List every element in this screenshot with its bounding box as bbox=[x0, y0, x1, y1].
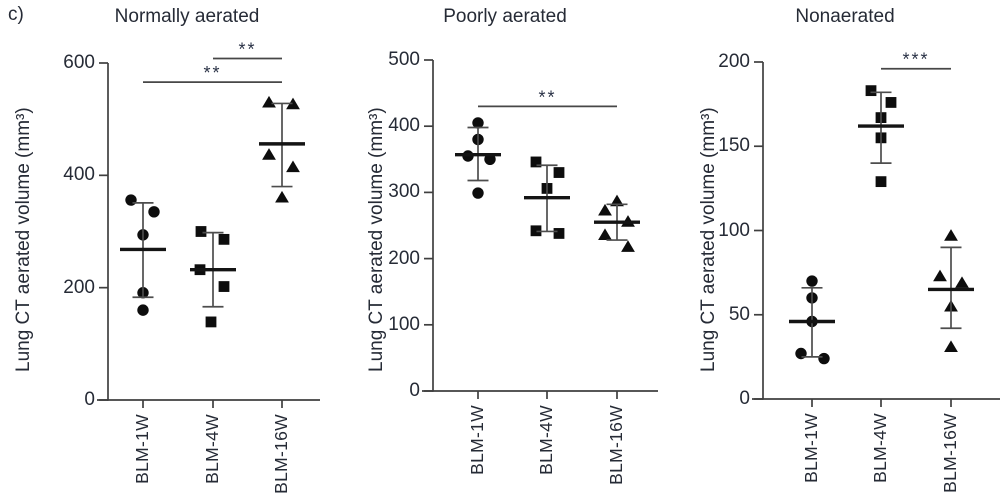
data-point-circle bbox=[472, 187, 484, 199]
y-tick-label: 200 bbox=[388, 247, 420, 269]
y-tick-label: 100 bbox=[388, 313, 420, 335]
y-tick-label: 0 bbox=[409, 380, 420, 401]
y-tick-label: 300 bbox=[388, 181, 420, 203]
significance-stars: *** bbox=[902, 50, 929, 70]
data-point-triangle bbox=[955, 276, 969, 288]
data-point-circle bbox=[472, 117, 484, 129]
data-point-triangle bbox=[933, 269, 947, 282]
data-point-triangle bbox=[262, 148, 276, 160]
series-BLM-16W bbox=[928, 229, 974, 352]
data-point-square bbox=[885, 97, 897, 108]
significance-stars: ** bbox=[538, 87, 556, 107]
series-BLM-4W bbox=[190, 226, 236, 328]
data-point-circle bbox=[137, 304, 149, 316]
data-point-square bbox=[553, 228, 565, 239]
data-point-triangle bbox=[286, 160, 300, 173]
significance-stars: ** bbox=[203, 63, 221, 83]
x-tick-label: BLM-1W bbox=[132, 414, 152, 484]
data-point-square bbox=[875, 176, 887, 188]
data-point-triangle bbox=[598, 203, 612, 216]
series-BLM-4W bbox=[858, 85, 904, 188]
y-tick-label: 0 bbox=[84, 389, 95, 410]
data-point-triangle bbox=[275, 190, 289, 203]
series-BLM-4W bbox=[524, 156, 570, 239]
x-tick-label: BLM-1W bbox=[801, 413, 821, 483]
data-point-square bbox=[218, 281, 230, 292]
data-point-circle bbox=[148, 206, 160, 218]
data-point-triangle bbox=[286, 97, 300, 110]
y-tick-label: 500 bbox=[388, 49, 420, 70]
y-tick-label: 200 bbox=[718, 51, 750, 72]
data-point-circle bbox=[125, 194, 137, 206]
data-point-circle bbox=[484, 153, 496, 165]
series-BLM-1W bbox=[789, 275, 835, 365]
plot-canvas: *** bbox=[752, 50, 1000, 407]
chart-panel-nonaerated: Nonaerated Lung CT aerated volume (mm³) … bbox=[660, 0, 1006, 502]
x-tick-label: BLM-4W bbox=[536, 405, 556, 475]
figure-label: c) bbox=[8, 4, 24, 25]
x-tick-label: BLM-1W bbox=[467, 405, 487, 475]
panel-title: Nonaerated bbox=[795, 6, 895, 27]
x-tick-label: BLM-16W bbox=[606, 405, 626, 485]
series-BLM-16W bbox=[594, 194, 640, 252]
data-point-square bbox=[530, 156, 542, 168]
series-BLM-16W bbox=[259, 95, 305, 203]
data-point-square bbox=[530, 225, 542, 237]
data-point-triangle bbox=[262, 95, 276, 108]
x-tick-label: BLM-4W bbox=[870, 413, 890, 483]
data-point-triangle bbox=[610, 194, 624, 207]
y-tick-label: 400 bbox=[63, 164, 95, 186]
y-tick-label: 100 bbox=[718, 219, 750, 241]
data-point-circle bbox=[818, 352, 830, 365]
x-tick-label: BLM-16W bbox=[271, 414, 291, 494]
series-BLM-1W bbox=[120, 194, 166, 316]
data-point-square bbox=[553, 167, 565, 178]
x-tick-label: BLM-16W bbox=[940, 413, 960, 493]
y-tick-label: 600 bbox=[63, 52, 95, 73]
y-tick-label: 50 bbox=[728, 303, 750, 325]
x-tick-label: BLM-4W bbox=[202, 414, 222, 484]
chart-panel-poorly-aerated: Poorly aerated Lung CT aerated volume (m… bbox=[330, 0, 665, 502]
data-point-square bbox=[865, 85, 877, 97]
series-BLM-1W bbox=[455, 117, 501, 199]
panel-title: Poorly aerated bbox=[443, 6, 567, 27]
data-point-triangle bbox=[598, 228, 612, 240]
plot-canvas: ** ** bbox=[97, 40, 320, 408]
data-point-triangle bbox=[944, 229, 958, 241]
significance-stars: ** bbox=[238, 40, 256, 60]
data-point-triangle bbox=[621, 240, 635, 252]
data-point-square bbox=[205, 316, 217, 328]
chart-panel-normally-aerated: Normally aerated Lung CT aerated volume … bbox=[0, 0, 335, 502]
data-point-circle bbox=[806, 275, 818, 287]
y-tick-label: 150 bbox=[718, 135, 750, 157]
panel-title: Normally aerated bbox=[114, 6, 260, 27]
y-tick-label: 400 bbox=[388, 115, 420, 137]
data-point-square bbox=[195, 226, 207, 237]
y-tick-label: 0 bbox=[739, 388, 750, 409]
plot-canvas: ** bbox=[422, 59, 658, 399]
data-point-triangle bbox=[944, 340, 958, 352]
y-tick-label: 200 bbox=[63, 276, 95, 298]
data-point-square bbox=[218, 233, 230, 245]
